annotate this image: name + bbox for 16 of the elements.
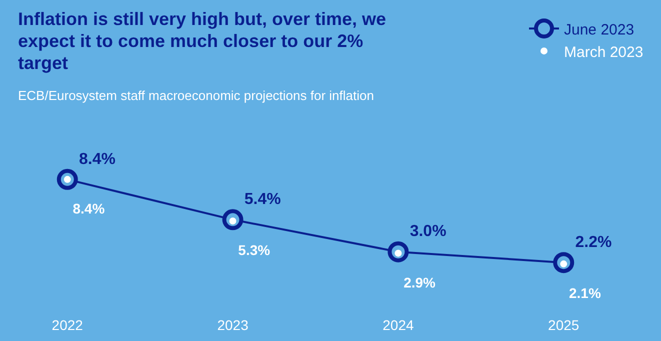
data-label: 5.3% bbox=[238, 242, 271, 258]
data-label: 3.0% bbox=[410, 223, 446, 240]
x-tick-label: 2025 bbox=[548, 317, 580, 333]
data-label: 2.1% bbox=[569, 284, 602, 301]
x-tick-label: 2022 bbox=[52, 317, 84, 333]
data-label: 2.2% bbox=[575, 234, 612, 251]
x-tick-label: 2023 bbox=[217, 317, 249, 333]
chart-title: Inflation is still very high but, over time, we expect it to come much closer to our 2% target bbox=[18, 8, 388, 74]
chart-subtitle: ECB/Eurosystem staff macroeconomic projections for inflation bbox=[18, 88, 374, 103]
data-label: 8.4% bbox=[79, 150, 116, 168]
legend-label: March 2023 bbox=[564, 44, 644, 61]
legend-label: June 2023 bbox=[564, 21, 634, 38]
data-label: 5.4% bbox=[244, 191, 281, 208]
data-label: 2.9% bbox=[404, 274, 436, 290]
x-tick-label: 2024 bbox=[382, 317, 414, 333]
data-label: 8.4% bbox=[72, 200, 106, 216]
